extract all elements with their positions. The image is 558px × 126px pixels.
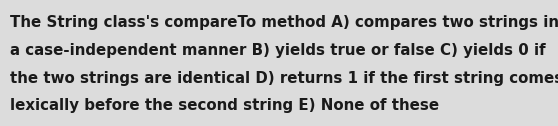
Text: the two strings are identical D) returns 1 if the first string comes: the two strings are identical D) returns…	[10, 71, 558, 86]
Text: a case-independent manner B) yields true or false C) yields 0 if: a case-independent manner B) yields true…	[10, 43, 546, 58]
Text: lexically before the second string E) None of these: lexically before the second string E) No…	[10, 98, 439, 113]
Text: The String class's compareTo method A) compares two strings in: The String class's compareTo method A) c…	[10, 15, 558, 30]
